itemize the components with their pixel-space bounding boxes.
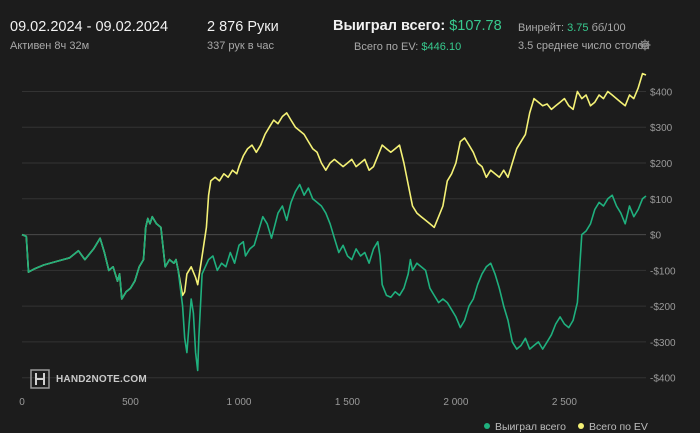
- ev-total-value: $446.10: [421, 41, 462, 53]
- y-tick-label: $100: [650, 195, 673, 206]
- x-axis-ticks: 0 500 1 000 1 500 2 000 2 500: [19, 397, 577, 408]
- series-line-ev: [21, 72, 647, 300]
- ev-total: Всего по EV: $446.10: [354, 41, 461, 53]
- ev-total-label: Всего по EV:: [354, 41, 419, 53]
- profit-chart[interactable]: $400 $300 $200 $100 $0 -$100 -$200 -$300 -$400 0…: [0, 62, 700, 430]
- winrate-unit: бб/100: [591, 22, 626, 34]
- winrate-value: 3.75: [567, 22, 589, 34]
- avg-tables: 3.5 среднее число столов: [518, 40, 650, 52]
- active-time: Активен 8ч 32м: [10, 40, 90, 52]
- y-tick-label: -$100: [650, 266, 676, 277]
- y-tick-label: $0: [650, 231, 662, 242]
- x-tick-label: 0: [19, 397, 25, 408]
- hands-count: 2 876 Руки: [207, 19, 279, 35]
- legend-item-ev[interactable]: Всего по EV: [578, 421, 648, 433]
- legend-dot-won: [484, 423, 490, 429]
- chart-series: [21, 72, 647, 372]
- y-tick-label: -$400: [650, 374, 676, 385]
- x-tick-label: 2 000: [443, 397, 468, 408]
- won-total-label: Выиграл всего:: [333, 18, 446, 34]
- y-tick-label: $300: [650, 123, 673, 134]
- hands-per-hour: 337 рук в час: [207, 40, 275, 52]
- x-tick-label: 1 500: [335, 397, 360, 408]
- hand2note-logo-icon: [30, 369, 50, 389]
- y-tick-label: $400: [650, 87, 673, 98]
- series-line-won: [21, 183, 647, 372]
- y-tick-label: $200: [650, 159, 673, 170]
- date-range: 09.02.2024 - 09.02.2024: [10, 19, 169, 35]
- x-tick-label: 2 500: [552, 397, 577, 408]
- y-tick-label: -$300: [650, 338, 676, 349]
- y-axis-ticks: $400 $300 $200 $100 $0 -$100 -$200 -$300 -$400: [650, 87, 676, 384]
- legend-item-won[interactable]: Выиграл всего: [484, 421, 566, 433]
- x-tick-label: 500: [122, 397, 139, 408]
- winrate-label: Винрейт:: [518, 22, 565, 34]
- winrate: Винрейт: 3.75 бб/100: [518, 22, 626, 34]
- summary-header: 09.02.2024 - 09.02.2024 Активен 8ч 32м 2…: [0, 0, 700, 60]
- legend-dot-ev: [578, 423, 584, 429]
- watermark-brand: HAND2NOTE.COM: [56, 374, 147, 385]
- x-tick-label: 1 000: [226, 397, 251, 408]
- won-total: Выиграл всего: $107.78: [333, 18, 502, 34]
- gear-icon[interactable]: [638, 38, 652, 52]
- legend-label-won: Выиграл всего: [495, 421, 566, 433]
- won-total-value: $107.78: [449, 18, 502, 34]
- y-tick-label: -$200: [650, 302, 676, 313]
- legend-label-ev: Всего по EV: [589, 421, 648, 433]
